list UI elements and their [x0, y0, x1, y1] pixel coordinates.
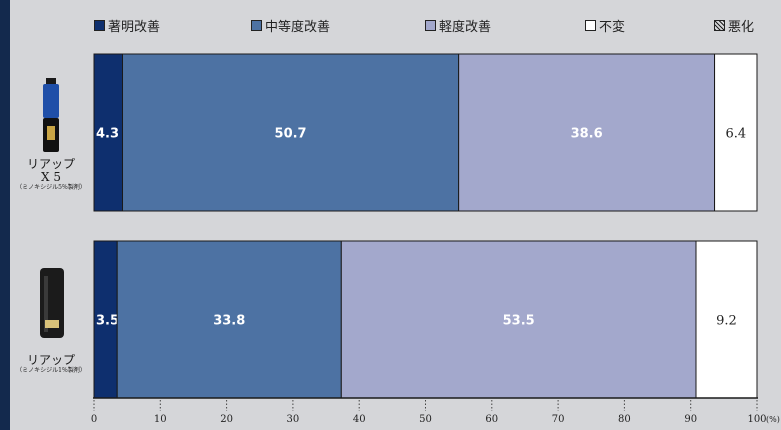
legend-item-marked: 著明改善	[94, 16, 160, 35]
bar-unchanged-2	[695, 240, 758, 399]
bar-moderate-1	[122, 53, 460, 212]
product-label-1: リアップ （ミノキシジル1％製剤）	[10, 354, 92, 375]
legend-label-mild: 軽度改善	[439, 20, 492, 35]
data-label-mild-2: 53.5	[503, 314, 535, 329]
data-label-unchanged-1: 6.4	[725, 127, 746, 142]
legend-item-moderate: 中等度改善	[251, 16, 330, 35]
product-bottle-x5	[43, 78, 59, 152]
data-label-moderate-1: 50.7	[275, 127, 307, 142]
product-model-x5: X 5	[41, 170, 61, 184]
data-label-moderate-2: 33.8	[213, 314, 245, 329]
legend: 著明改善 中等度改善 軽度改善 不変 悪化	[94, 16, 781, 36]
legend-item-worse: 悪化	[714, 16, 754, 35]
legend-item-unchanged: 不変	[585, 16, 625, 35]
x-tick-label-0: 0	[91, 414, 97, 425]
bar-moderate-2	[116, 240, 342, 399]
product-label-x5: リアップ X 5 （ミノキシジル5％製剤）	[10, 158, 92, 192]
x-tick-label-70: 70	[552, 414, 565, 425]
x-tick-label-60: 60	[485, 414, 498, 425]
data-label-marked-1: 4.3	[96, 127, 119, 142]
product-name-1: リアップ	[26, 353, 75, 367]
bar-marked-1	[93, 53, 124, 212]
legend-swatch-worse	[714, 20, 725, 31]
data-label-mild-1: 38.6	[571, 127, 603, 142]
product-sub-x5: （ミノキシジル5％製剤）	[16, 184, 86, 191]
bar-mild-1	[458, 53, 716, 212]
product-sub-1: （ミノキシジル1％製剤）	[16, 367, 86, 374]
product-bottle-1	[40, 268, 64, 338]
x-tick-label-20: 20	[220, 414, 233, 425]
product-name-x5: リアップ	[26, 157, 75, 171]
legend-label-moderate: 中等度改善	[265, 20, 331, 35]
x-tick-label-100: 100	[747, 414, 766, 425]
data-label-marked-2: 3.5	[96, 314, 119, 329]
legend-label-marked: 著明改善	[108, 20, 161, 35]
data-label-unchanged-2: 9.2	[716, 314, 737, 329]
x-tick-label-30: 30	[287, 414, 300, 425]
legend-swatch-unchanged	[585, 20, 596, 31]
bar-mild-2	[340, 240, 697, 399]
legend-swatch-mild	[425, 20, 436, 31]
legend-label-worse: 悪化	[728, 20, 755, 35]
legend-label-unchanged: 不変	[599, 20, 626, 35]
x-axis-unit: (%)	[766, 415, 780, 424]
legend-item-mild: 軽度改善	[425, 16, 491, 35]
bar-unchanged-1	[714, 53, 758, 212]
x-tick-label-90: 90	[684, 414, 697, 425]
legend-swatch-marked	[94, 20, 105, 31]
x-tick-label-50: 50	[419, 414, 432, 425]
x-tick-label-10: 10	[154, 414, 167, 425]
x-tick-label-80: 80	[618, 414, 631, 425]
legend-swatch-moderate	[251, 20, 262, 31]
x-tick-label-40: 40	[353, 414, 366, 425]
